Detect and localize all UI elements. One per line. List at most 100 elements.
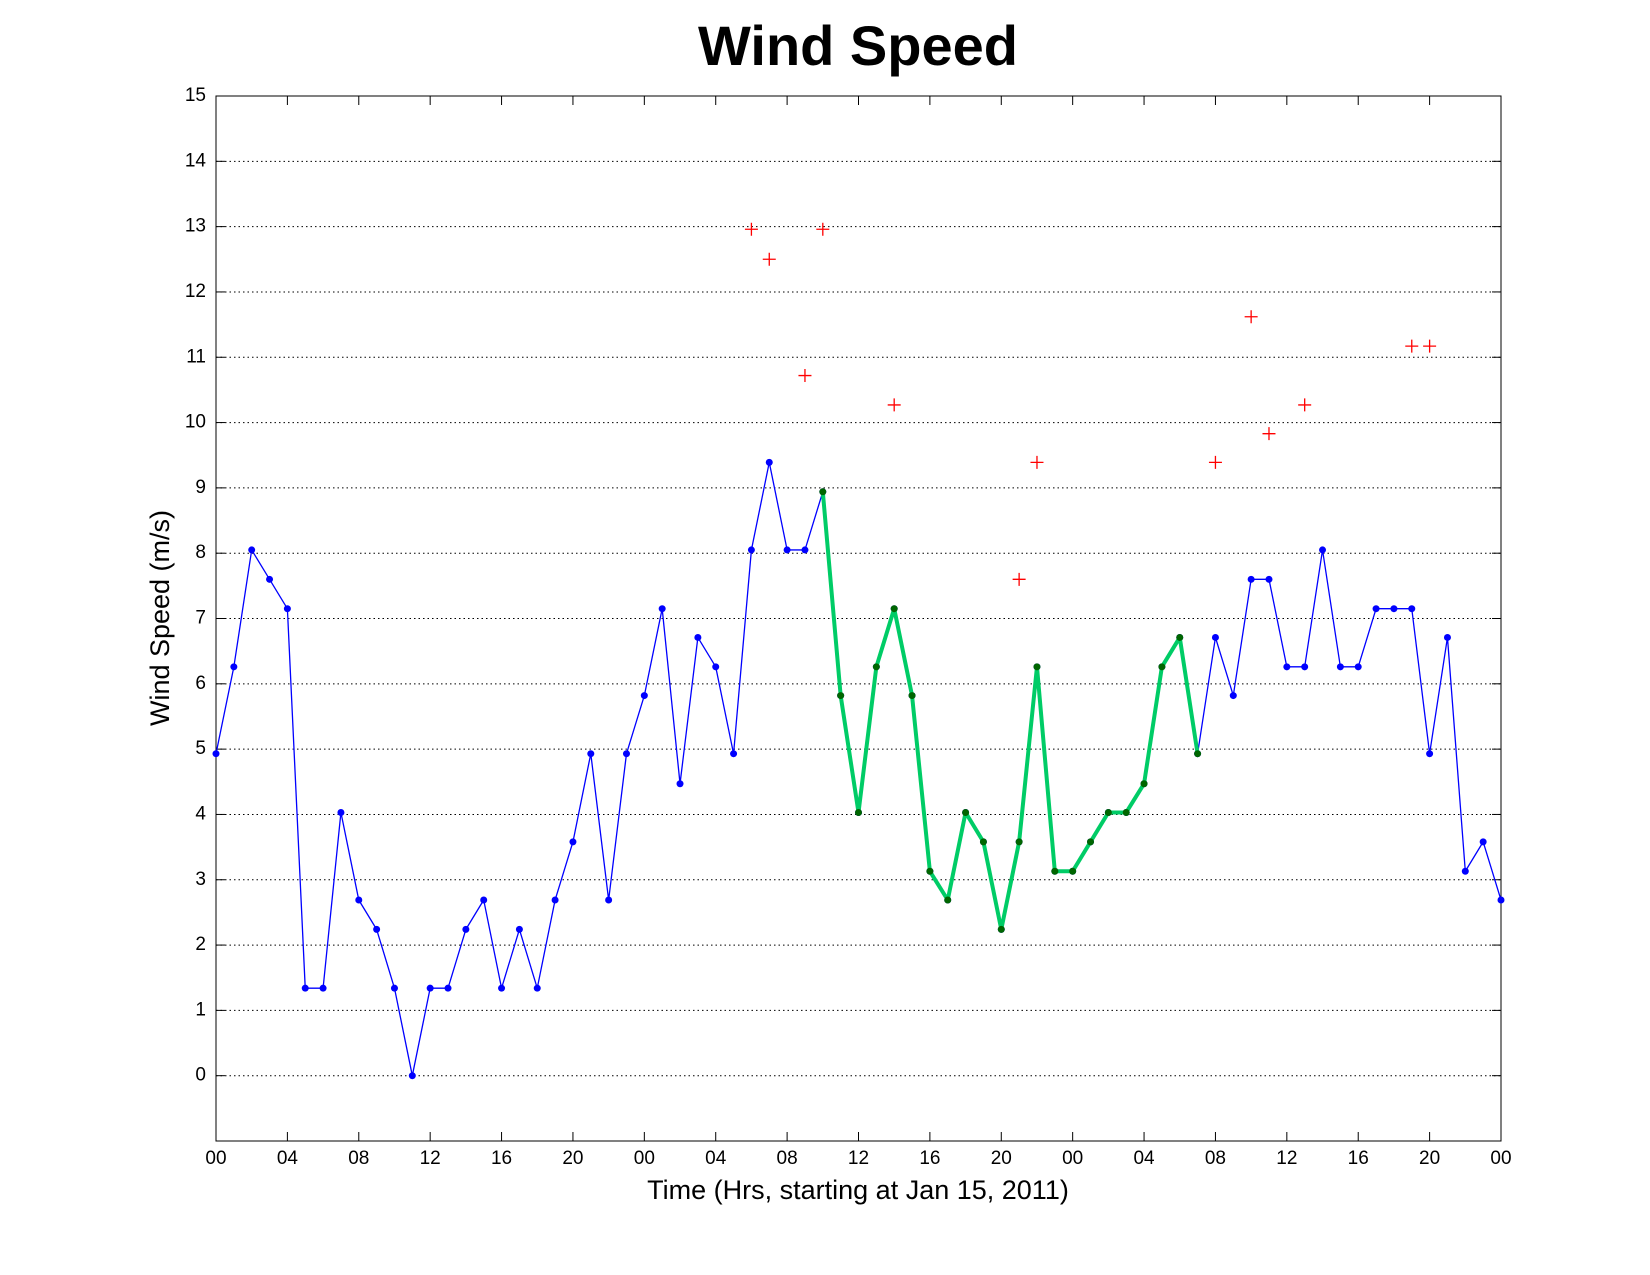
point-marker xyxy=(747,546,755,554)
point-marker xyxy=(569,838,577,846)
plus-marker xyxy=(816,222,830,236)
y-tick-label: 13 xyxy=(185,216,206,237)
point-marker xyxy=(1426,750,1434,758)
point-marker xyxy=(426,984,434,992)
point-marker xyxy=(730,750,738,758)
point-marker xyxy=(605,896,613,904)
x-axis-label: Time (Hrs, starting at Jan 15, 2011) xyxy=(647,1175,1069,1205)
point-marker xyxy=(1176,633,1184,641)
x-tick-label: 12 xyxy=(848,1148,869,1169)
x-tick-label: 04 xyxy=(277,1148,299,1169)
x-tick-label: 20 xyxy=(1419,1148,1440,1169)
y-tick-label: 0 xyxy=(195,1065,206,1086)
x-tick-label: 00 xyxy=(1062,1148,1083,1169)
point-marker xyxy=(1443,633,1451,641)
point-marker xyxy=(390,984,398,992)
x-tick-label: 08 xyxy=(348,1148,369,1169)
point-marker xyxy=(926,867,934,875)
point-marker xyxy=(1319,546,1327,554)
point-marker xyxy=(1033,663,1041,671)
point-marker xyxy=(1461,867,1469,875)
point-marker xyxy=(266,575,274,583)
x-tick-label: 08 xyxy=(1205,1148,1226,1169)
point-marker xyxy=(1372,605,1380,613)
y-tick-label: 8 xyxy=(195,542,206,563)
point-marker xyxy=(212,750,220,758)
point-marker xyxy=(1104,808,1112,816)
point-marker xyxy=(248,546,256,554)
plus-marker xyxy=(1298,398,1312,412)
point-marker xyxy=(962,808,970,816)
plus-marker xyxy=(1405,339,1419,353)
point-marker xyxy=(587,750,595,758)
point-marker xyxy=(944,896,952,904)
x-tick-label: 12 xyxy=(1276,1148,1297,1169)
x-tick-label: 16 xyxy=(491,1148,512,1169)
x-tick-label: 00 xyxy=(205,1148,226,1169)
point-marker xyxy=(1301,663,1309,671)
x-tick-label: 08 xyxy=(777,1148,798,1169)
point-marker xyxy=(855,808,862,816)
plus-marker xyxy=(1262,427,1276,441)
point-marker xyxy=(355,896,363,904)
point-marker xyxy=(819,488,827,496)
y-tick-label: 12 xyxy=(185,281,206,302)
plus-marker xyxy=(1423,339,1437,353)
point-marker xyxy=(1015,838,1023,846)
point-marker xyxy=(872,663,880,671)
point-marker xyxy=(997,925,1005,933)
point-marker xyxy=(1069,867,1077,875)
point-marker xyxy=(640,692,648,700)
point-marker xyxy=(908,692,916,700)
point-marker xyxy=(1354,663,1362,671)
point-marker xyxy=(694,633,702,641)
plus-marker xyxy=(744,222,758,236)
point-marker xyxy=(498,984,506,992)
point-marker xyxy=(462,925,470,933)
x-tick-label: 20 xyxy=(562,1148,583,1169)
x-tick-label: 12 xyxy=(420,1148,441,1169)
y-tick-label: 9 xyxy=(195,477,206,498)
plus-marker xyxy=(762,252,776,266)
point-marker xyxy=(765,458,773,466)
point-marker xyxy=(1390,605,1398,613)
point-marker xyxy=(533,984,541,992)
point-marker xyxy=(1087,838,1095,846)
point-marker xyxy=(1247,575,1255,583)
point-marker xyxy=(712,663,720,671)
point-marker xyxy=(890,605,898,613)
point-marker xyxy=(1211,633,1219,641)
point-marker xyxy=(1122,808,1130,816)
point-marker xyxy=(319,984,327,992)
point-marker xyxy=(676,780,684,788)
y-tick-label: 3 xyxy=(195,869,206,890)
y-tick-label: 14 xyxy=(185,150,207,171)
point-marker xyxy=(1283,663,1291,671)
point-marker xyxy=(283,605,291,613)
point-marker xyxy=(408,1072,416,1080)
point-marker xyxy=(1336,663,1344,671)
point-marker xyxy=(622,750,630,758)
point-marker xyxy=(1229,692,1237,700)
chart-title: Wind Speed xyxy=(698,14,1018,77)
point-marker xyxy=(444,984,452,992)
y-tick-label: 1 xyxy=(195,999,206,1020)
y-tick-label: 10 xyxy=(185,412,206,433)
y-axis-label: Wind Speed (m/s) xyxy=(145,510,175,726)
y-tick-label: 7 xyxy=(195,608,206,629)
y-tick-label: 4 xyxy=(195,803,206,824)
point-marker xyxy=(783,546,791,554)
plus-marker xyxy=(798,369,812,383)
x-tick-label: 16 xyxy=(1348,1148,1369,1169)
x-tick-label: 00 xyxy=(634,1148,655,1169)
point-marker xyxy=(515,925,523,933)
x-tick-label: 04 xyxy=(1133,1148,1155,1169)
plus-marker xyxy=(887,398,901,412)
x-tick-label: 20 xyxy=(991,1148,1012,1169)
plus-marker xyxy=(1208,455,1222,469)
plus-marker xyxy=(1012,572,1026,586)
point-marker xyxy=(1051,867,1059,875)
point-marker xyxy=(230,663,238,671)
